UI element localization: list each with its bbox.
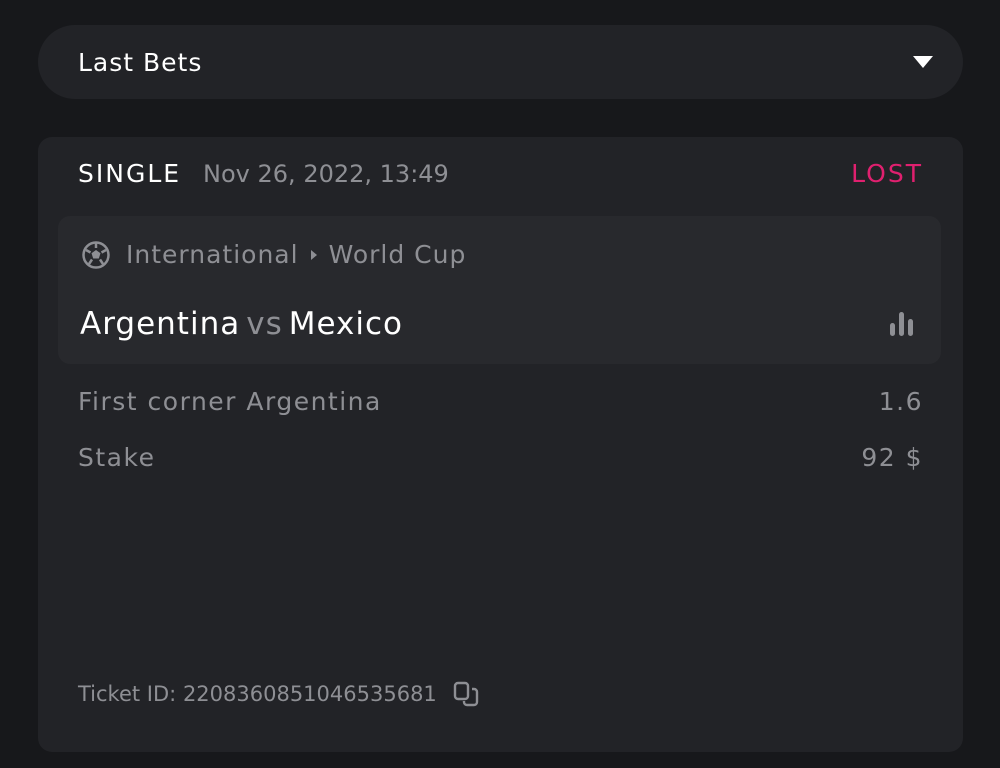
caret-down-icon (913, 56, 933, 68)
competition-name: World Cup (328, 240, 467, 269)
breadcrumb-separator-icon (310, 249, 317, 260)
match-teams: Argentina vs Mexico (80, 306, 403, 342)
ticket-id-label: Ticket ID: (78, 682, 177, 706)
bet-date: Nov 26, 2022, 13:49 (203, 160, 449, 188)
stake-label: Stake (78, 443, 156, 472)
bet-card: SINGLE Nov 26, 2022, 13:49 LOST Internat… (38, 137, 963, 752)
bet-header: SINGLE Nov 26, 2022, 13:49 LOST (78, 159, 923, 188)
stake-value: 92 $ (861, 443, 923, 472)
status-badge: LOST (851, 159, 923, 188)
dropdown-title: Last Bets (78, 47, 203, 77)
event-panel[interactable]: International World Cup Argentina vs Mexic… (58, 216, 941, 364)
selection-row: First corner Argentina 1.6 (78, 387, 923, 416)
copy-icon[interactable] (453, 681, 479, 707)
ticket-id-row: Ticket ID: 2208360851046535681 (78, 681, 479, 707)
stake-row: Stake 92 $ (78, 443, 923, 472)
statistics-icon[interactable] (890, 312, 913, 336)
bet-type: SINGLE (78, 159, 182, 188)
soccer-ball-icon (82, 240, 110, 269)
home-team: Argentina (80, 306, 241, 342)
away-team: Mexico (288, 306, 403, 342)
last-bets-dropdown[interactable]: Last Bets (38, 25, 963, 99)
league-name: International (126, 240, 299, 269)
selection-odds: 1.6 (878, 387, 923, 416)
breadcrumb: International World Cup (82, 240, 466, 269)
vs-label: vs (246, 306, 283, 342)
selection-label: First corner Argentina (78, 387, 382, 416)
ticket-id-value: 2208360851046535681 (182, 682, 437, 706)
